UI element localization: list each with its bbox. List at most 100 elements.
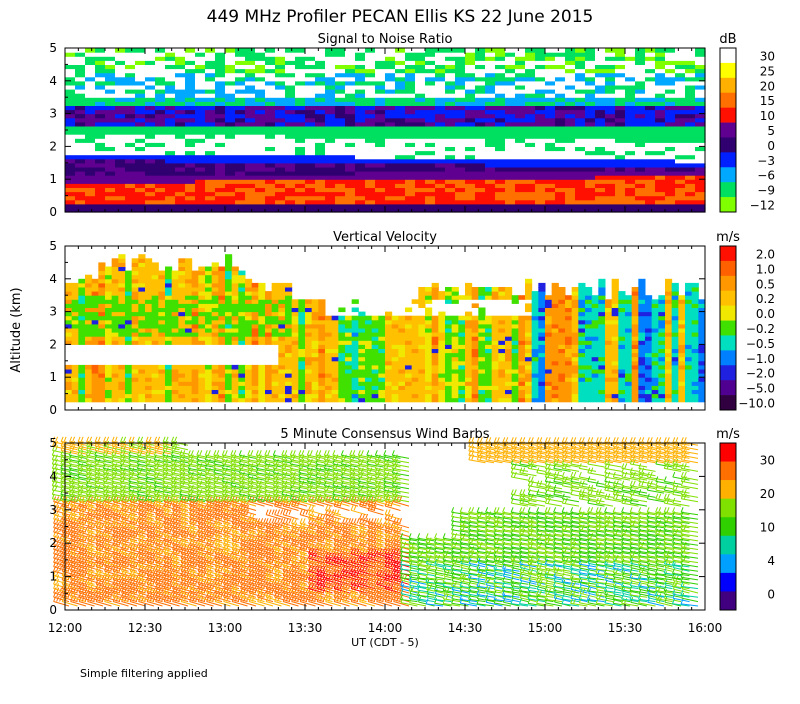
- velocity-cell: [505, 373, 513, 378]
- snr-cell: [185, 93, 196, 98]
- velocity-cell: [611, 323, 619, 329]
- velocity-cell: [518, 323, 526, 329]
- snr-cell: [375, 121, 386, 127]
- velocity-cell: [325, 319, 333, 325]
- snr-cell: [515, 150, 526, 156]
- velocity-cell: [278, 328, 286, 333]
- velocity-cell: [411, 323, 419, 329]
- snr-cell: [675, 207, 686, 213]
- snr-cell: [565, 68, 576, 74]
- snr-cell: [245, 158, 256, 164]
- snr-cell: [695, 199, 706, 205]
- snr-cell: [125, 68, 136, 74]
- velocity-cell: [678, 340, 686, 345]
- velocity-cell: [278, 291, 286, 296]
- velocity-cell: [171, 295, 179, 300]
- velocity-cell: [391, 323, 399, 329]
- snr-cell: [195, 203, 206, 209]
- snr-cell: [445, 60, 456, 65]
- snr-cell: [665, 130, 676, 135]
- velocity-cell: [398, 332, 406, 337]
- snr-cell: [245, 179, 256, 184]
- velocity-cell: [251, 315, 259, 321]
- velocity-cell: [478, 328, 486, 333]
- velocity-cell: [371, 373, 379, 378]
- snr-cell: [535, 109, 546, 115]
- velocity-cell: [238, 369, 246, 374]
- snr-cell: [675, 117, 686, 123]
- snr-cell: [165, 195, 176, 201]
- velocity-cell: [365, 397, 373, 403]
- velocity-cell: [85, 397, 93, 403]
- snr-cell: [355, 142, 366, 147]
- velocity-cell: [318, 344, 326, 349]
- snr-cell: [485, 146, 496, 152]
- snr-cell: [535, 171, 546, 176]
- velocity-cell: [611, 377, 619, 382]
- snr-cell: [385, 117, 396, 123]
- velocity-cell: [525, 344, 533, 349]
- snr-cell: [575, 187, 586, 193]
- snr-cell: [685, 68, 696, 74]
- velocity-cell: [565, 299, 573, 304]
- velocity-cell: [265, 299, 273, 304]
- velocity-cell: [111, 381, 119, 386]
- snr-cell: [545, 179, 556, 184]
- velocity-cell: [498, 389, 506, 395]
- snr-cell: [605, 146, 616, 152]
- snr-cell: [315, 171, 326, 176]
- velocity-cell: [451, 389, 459, 395]
- velocity-cell: [78, 278, 86, 284]
- snr-cell: [295, 138, 306, 143]
- velocity-cell: [418, 389, 426, 395]
- snr-cell: [485, 64, 496, 70]
- snr-cell: [655, 150, 666, 156]
- velocity-cell: [258, 373, 266, 378]
- snr-cell: [525, 138, 536, 143]
- snr-cell: [305, 162, 316, 168]
- velocity-cell: [105, 311, 113, 317]
- snr-cell: [535, 121, 546, 127]
- velocity-cell: [171, 299, 179, 304]
- snr-cell: [65, 166, 76, 172]
- snr-cell: [435, 130, 446, 135]
- snr-cell: [565, 199, 576, 205]
- snr-cell: [585, 150, 596, 156]
- velocity-cell: [545, 348, 553, 354]
- snr-cell: [265, 179, 276, 184]
- velocity-cell: [205, 278, 213, 284]
- snr-cell: [655, 142, 666, 147]
- velocity-cell: [578, 287, 586, 292]
- snr-cell: [235, 76, 246, 82]
- snr-cell: [455, 68, 466, 74]
- snr-cell: [695, 64, 706, 70]
- velocity-cell: [245, 295, 253, 300]
- velocity-cell: [591, 352, 599, 358]
- snr-cell: [355, 117, 366, 123]
- velocity-cell: [171, 270, 179, 276]
- snr-cell: [555, 142, 566, 147]
- snr-cell: [425, 72, 436, 78]
- snr-cell: [415, 171, 426, 176]
- velocity-cell: [405, 389, 413, 395]
- snr-cell: [205, 48, 216, 53]
- velocity-cell: [258, 328, 266, 333]
- snr-cell: [695, 207, 706, 213]
- snr-cell: [135, 146, 146, 152]
- snr-cell: [575, 121, 586, 127]
- snr-cell: [635, 101, 646, 106]
- snr-cell: [245, 56, 256, 61]
- velocity-cell: [98, 287, 106, 292]
- snr-cell: [675, 48, 686, 53]
- snr-cell: [525, 130, 536, 135]
- snr-cell: [695, 187, 706, 193]
- snr-cell: [225, 134, 236, 139]
- snr-cell: [465, 166, 476, 172]
- snr-cell: [345, 56, 356, 61]
- velocity-cell: [218, 266, 226, 272]
- velocity-cell: [98, 270, 106, 276]
- velocity-cell: [611, 311, 619, 317]
- snr-cell: [675, 175, 686, 180]
- velocity-cell: [405, 352, 413, 358]
- snr-cell: [405, 52, 416, 57]
